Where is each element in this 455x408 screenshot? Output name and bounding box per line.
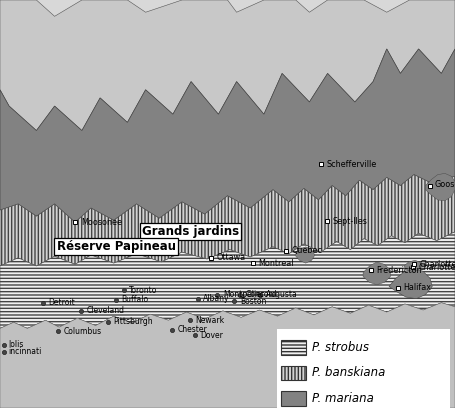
Text: Montpelier: Montpelier (223, 290, 264, 299)
Polygon shape (295, 247, 315, 263)
Polygon shape (0, 232, 455, 328)
Text: lolis: lolis (8, 340, 24, 349)
Text: Charlottetown: Charlottetown (420, 260, 455, 269)
Text: Charlottetown: Charlottetown (419, 263, 455, 272)
Text: Detroit: Detroit (49, 298, 76, 307)
Text: Buffalo: Buffalo (121, 295, 149, 304)
Polygon shape (425, 173, 455, 201)
Text: P. banskiana: P. banskiana (312, 366, 385, 379)
Polygon shape (389, 268, 432, 299)
Text: P. mariana: P. mariana (312, 392, 374, 405)
Polygon shape (404, 260, 422, 271)
Text: Quebec: Quebec (291, 246, 322, 255)
Text: Pittsburgh: Pittsburgh (114, 317, 153, 326)
Text: Augusta: Augusta (266, 290, 298, 299)
Text: Columbus: Columbus (64, 327, 102, 336)
Text: Goose: Goose (435, 180, 455, 189)
Text: incinnati: incinnati (8, 347, 41, 356)
Text: Ottawa: Ottawa (216, 253, 245, 262)
Polygon shape (0, 175, 455, 266)
Text: P. strobus: P. strobus (312, 341, 369, 354)
Text: Albany: Albany (203, 294, 230, 303)
Text: Boston: Boston (240, 297, 266, 306)
Text: Grands jardins: Grands jardins (142, 225, 239, 238)
Text: Halifax: Halifax (404, 283, 432, 292)
Bar (281, 366, 306, 380)
Text: Dover: Dover (200, 331, 223, 340)
Polygon shape (0, 49, 455, 222)
Text: Schefferville: Schefferville (327, 160, 377, 169)
Polygon shape (0, 0, 455, 131)
Text: Toronto: Toronto (129, 286, 157, 295)
Text: Cleveland: Cleveland (86, 306, 125, 315)
Text: Sept-Iles: Sept-Iles (332, 217, 367, 226)
Text: Montreal: Montreal (258, 259, 294, 268)
Bar (281, 391, 306, 406)
Bar (277, 329, 450, 408)
Text: Newark: Newark (196, 316, 225, 325)
Polygon shape (363, 262, 390, 285)
Polygon shape (0, 303, 455, 408)
Bar (281, 340, 306, 355)
Text: Concord: Concord (246, 290, 277, 299)
Text: Réserve Papineau: Réserve Papineau (56, 240, 176, 253)
Text: Chester: Chester (177, 325, 207, 334)
Text: Fredericton: Fredericton (376, 266, 422, 275)
Text: Moosonee: Moosonee (81, 218, 122, 227)
